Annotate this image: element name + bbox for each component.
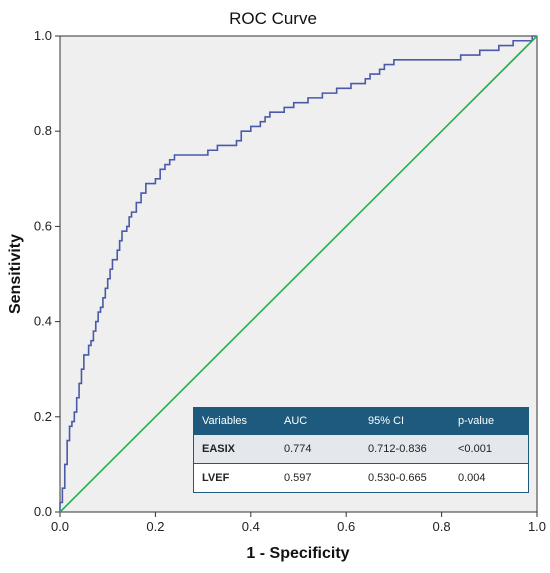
y-tick-label: 0.0 — [34, 504, 52, 519]
cell-variable: LVEF — [193, 463, 276, 493]
auc-table: Variables AUC 95% CI p-value EASIX 0.774… — [193, 407, 529, 493]
y-axis-ticks: 0.0 0.2 0.4 0.6 0.8 1.0 — [34, 28, 60, 519]
header-ci: 95% CI — [360, 407, 450, 435]
y-tick-label: 0.6 — [34, 218, 52, 233]
y-tick-label: 0.8 — [34, 123, 52, 138]
cell-variable: EASIX — [193, 434, 276, 464]
x-tick-label: 1.0 — [528, 519, 546, 534]
y-tick-label: 0.4 — [34, 314, 52, 329]
header-variables: Variables — [193, 407, 276, 435]
table-row: EASIX 0.774 0.712-0.836 <0.001 — [193, 434, 529, 464]
y-tick-label: 1.0 — [34, 28, 52, 43]
x-axis-ticks: 0.0 0.2 0.4 0.6 0.8 1.0 — [51, 512, 546, 534]
chart-title: ROC Curve — [229, 9, 317, 28]
x-tick-label: 0.4 — [242, 519, 260, 534]
cell-p-value: 0.004 — [450, 463, 529, 493]
cell-auc: 0.774 — [276, 434, 360, 464]
x-tick-label: 0.2 — [146, 519, 164, 534]
cell-ci: 0.712-0.836 — [360, 434, 450, 464]
reference-diagonal-line — [59, 35, 538, 513]
header-p-value: p-value — [450, 407, 529, 435]
roc-lines — [59, 35, 538, 513]
table-row: LVEF 0.597 0.530-0.665 0.004 — [193, 463, 529, 493]
x-axis-title: 1 - Specificity — [246, 545, 349, 562]
roc-curve-line — [59, 35, 537, 512]
x-tick-label: 0.8 — [433, 519, 451, 534]
cell-p-value: <0.001 — [450, 434, 529, 464]
x-tick-label: 0.0 — [51, 519, 69, 534]
cell-auc: 0.597 — [276, 463, 360, 493]
y-tick-label: 0.2 — [34, 409, 52, 424]
header-auc: AUC — [276, 407, 360, 435]
cell-ci: 0.530-0.665 — [360, 463, 450, 493]
table-header-row: Variables AUC 95% CI p-value — [193, 407, 529, 435]
y-axis-title: Sensitivity — [7, 234, 24, 314]
x-tick-label: 0.6 — [337, 519, 355, 534]
